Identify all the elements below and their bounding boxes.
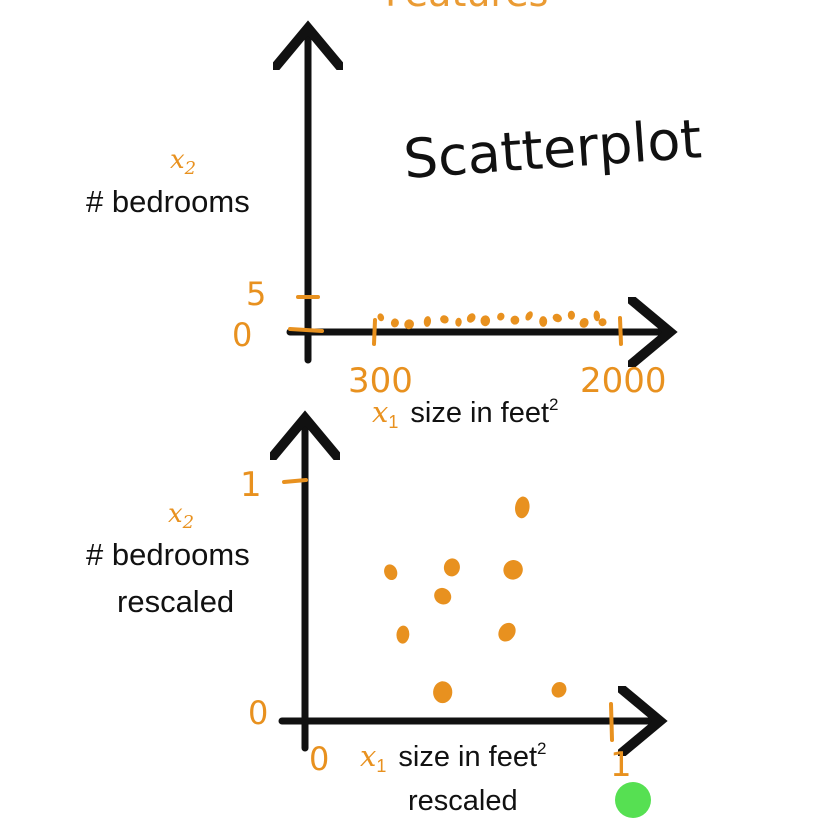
x-tick-label-1: 1 — [610, 745, 632, 785]
header-fragment: Features — [385, 0, 548, 15]
x-tick-label-0: 0 — [309, 740, 329, 778]
unscaled-point-14 — [579, 318, 589, 328]
unscaled-point-1 — [390, 318, 399, 328]
x-label-top: x1 size in feet2 — [372, 395, 558, 432]
y-var-top: x2 — [170, 145, 196, 179]
rescaled-point-5 — [396, 625, 410, 644]
y-tick-mark-1 — [282, 478, 308, 484]
x-tick-label-2000: 2000 — [580, 361, 667, 401]
y-var-bottom: x2 — [168, 499, 194, 533]
rescaled-point-0 — [384, 564, 398, 581]
x-tick-mark-300 — [372, 318, 377, 346]
x-tick-label-300: 300 — [348, 361, 413, 401]
y-label-bottom: # bedrooms — [86, 537, 250, 572]
cursor-dot — [615, 782, 651, 818]
unscaled-point-12 — [552, 313, 562, 323]
rescaled-point-8 — [551, 682, 567, 698]
chart-rescaled: 1 0 0 1 x2 # bedrooms rescaled x1 size in… — [86, 418, 660, 817]
rescaled-point-1 — [443, 558, 460, 577]
rescaled-point-6 — [498, 622, 516, 642]
x-tick-mark-1 — [609, 702, 614, 742]
unscaled-point-0 — [377, 313, 385, 322]
rescaled-point-7 — [433, 681, 453, 704]
y-tick-label-5: 5 — [246, 275, 266, 313]
unscaled-point-7 — [480, 315, 491, 327]
unscaled-point-5 — [455, 317, 462, 327]
rescaled-point-4 — [434, 587, 452, 605]
y-tick-label-1: 1 — [240, 465, 262, 505]
y-tick-mark-0 — [288, 327, 324, 333]
points-rescaled — [384, 496, 567, 704]
points-unscaled — [377, 310, 607, 330]
x-tick-mark-2000 — [618, 316, 623, 346]
chart-unscaled: 5 0 300 2000 x2 # bedrooms x1 size in fee… — [86, 28, 670, 432]
unscaled-point-13 — [567, 310, 576, 320]
unscaled-point-6 — [466, 313, 476, 323]
unscaled-point-10 — [525, 311, 533, 321]
x-label-bottom: x1 size in feet2 — [360, 739, 546, 776]
x-label-bottom-line2: rescaled — [408, 785, 518, 817]
y-tick-label-0: 0 — [232, 316, 252, 354]
y-tick-label-0-bottom: 0 — [248, 694, 268, 732]
scatterplot-annotation: Scatterplot — [402, 107, 704, 191]
unscaled-point-8 — [497, 312, 505, 321]
y-label-top: # bedrooms — [86, 184, 250, 219]
rescaled-point-2 — [503, 560, 523, 580]
rescaled-point-3 — [515, 496, 530, 519]
unscaled-point-15 — [593, 310, 601, 322]
y-label-bottom-line2: rescaled — [117, 584, 234, 619]
unscaled-point-9 — [510, 315, 520, 325]
unscaled-point-11 — [539, 316, 548, 327]
unscaled-point-3 — [423, 316, 432, 327]
unscaled-point-2 — [404, 319, 414, 330]
unscaled-point-4 — [440, 315, 449, 324]
unscaled-point-16 — [598, 318, 607, 327]
